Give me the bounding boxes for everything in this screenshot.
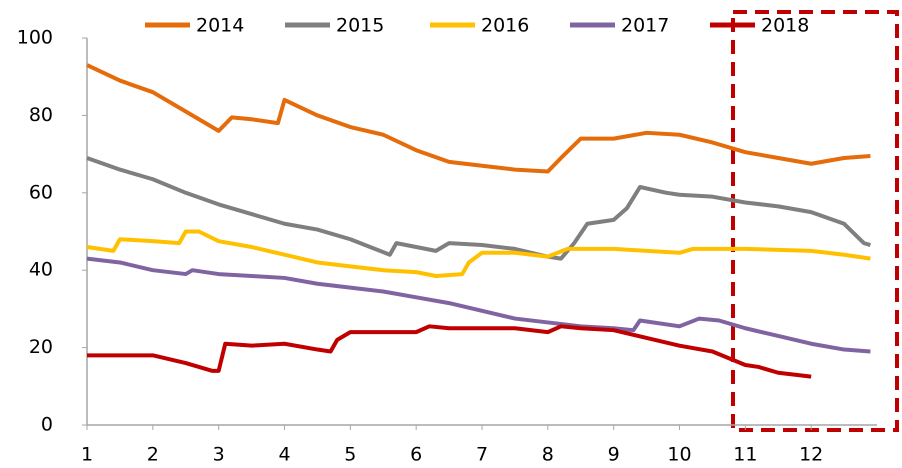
x-tick-label: 5 bbox=[344, 444, 356, 466]
x-tick-label: 3 bbox=[213, 444, 225, 466]
y-tick-label: 100 bbox=[17, 27, 53, 49]
legend-label: 2018 bbox=[761, 15, 809, 37]
highlight-box bbox=[731, 10, 899, 432]
x-tick-label: 2 bbox=[147, 444, 159, 466]
series-line bbox=[86, 229, 871, 279]
series-line bbox=[86, 256, 871, 354]
series-line bbox=[86, 156, 871, 261]
x-tick-label: 10 bbox=[667, 444, 691, 466]
x-tick-label: 7 bbox=[476, 444, 488, 466]
y-tick-label: 20 bbox=[29, 336, 53, 358]
series-line bbox=[87, 324, 812, 379]
y-tick-label: 80 bbox=[29, 104, 53, 126]
x-tick-label: 1 bbox=[81, 444, 93, 466]
legend-label: 2014 bbox=[196, 15, 244, 37]
y-tick-label: 0 bbox=[41, 414, 53, 436]
x-tick-label: 9 bbox=[608, 444, 620, 466]
x-tick-label: 11 bbox=[733, 444, 757, 466]
x-tick-label: 6 bbox=[410, 444, 422, 466]
legend-label: 2017 bbox=[621, 15, 669, 37]
legend-label: 2016 bbox=[481, 15, 529, 37]
y-tick-label: 40 bbox=[29, 259, 53, 281]
legend-label: 2015 bbox=[336, 15, 384, 37]
x-tick-label: 12 bbox=[799, 444, 823, 466]
x-tick-label: 8 bbox=[542, 444, 554, 466]
series-line bbox=[86, 63, 871, 174]
x-tick-label: 4 bbox=[278, 444, 290, 466]
y-tick-label: 60 bbox=[29, 181, 53, 203]
